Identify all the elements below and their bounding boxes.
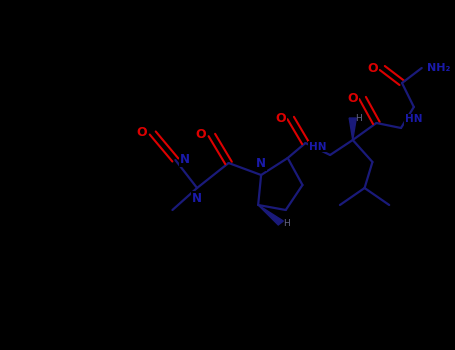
Polygon shape (258, 205, 283, 225)
Text: O: O (196, 128, 207, 141)
Text: N: N (192, 192, 202, 205)
Text: H: H (283, 218, 290, 228)
Polygon shape (349, 118, 356, 140)
Text: H: H (355, 113, 362, 122)
Text: O: O (348, 91, 358, 105)
Text: N: N (180, 154, 190, 167)
Text: O: O (136, 126, 147, 140)
Text: O: O (276, 112, 286, 125)
Text: NH₂: NH₂ (427, 63, 450, 73)
Text: O: O (367, 62, 378, 75)
Text: N: N (256, 157, 266, 170)
Text: HN: HN (309, 141, 327, 152)
Text: HN: HN (404, 114, 422, 125)
